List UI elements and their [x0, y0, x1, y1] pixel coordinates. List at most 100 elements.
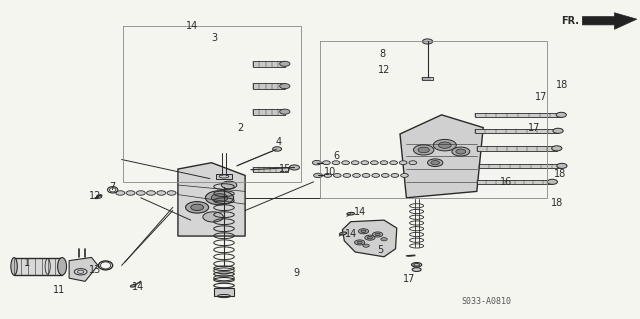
Text: 18: 18 — [554, 169, 566, 179]
Bar — [475, 113, 561, 117]
Circle shape — [211, 194, 228, 202]
Circle shape — [380, 161, 388, 165]
Circle shape — [157, 191, 166, 195]
Circle shape — [186, 202, 209, 213]
Circle shape — [221, 181, 237, 189]
Circle shape — [191, 204, 204, 211]
Circle shape — [452, 147, 470, 156]
Text: 10: 10 — [323, 167, 336, 177]
Circle shape — [280, 84, 290, 89]
Text: 15: 15 — [278, 164, 291, 174]
Polygon shape — [400, 115, 483, 198]
Circle shape — [198, 191, 207, 195]
Circle shape — [367, 236, 372, 239]
Bar — [216, 174, 232, 179]
Ellipse shape — [131, 285, 136, 287]
Circle shape — [324, 174, 332, 177]
Bar — [253, 167, 288, 172]
Circle shape — [361, 161, 369, 165]
Text: 2: 2 — [237, 122, 243, 133]
Circle shape — [314, 173, 323, 178]
Circle shape — [552, 146, 562, 151]
Text: 18: 18 — [550, 197, 563, 208]
Ellipse shape — [412, 268, 421, 271]
Ellipse shape — [412, 263, 422, 267]
Circle shape — [126, 191, 135, 195]
Polygon shape — [178, 163, 245, 236]
Bar — [422, 77, 433, 80]
Circle shape — [167, 191, 176, 195]
Text: 17: 17 — [534, 92, 547, 102]
Text: 5: 5 — [378, 245, 384, 256]
Circle shape — [553, 128, 563, 133]
Ellipse shape — [58, 258, 67, 275]
Circle shape — [280, 61, 290, 66]
Text: 9: 9 — [293, 268, 300, 278]
Circle shape — [273, 147, 282, 151]
Bar — [214, 288, 234, 296]
Circle shape — [401, 174, 408, 177]
Circle shape — [372, 232, 383, 237]
Polygon shape — [342, 220, 397, 257]
Text: 17: 17 — [528, 122, 541, 133]
Circle shape — [362, 174, 370, 177]
Circle shape — [342, 161, 349, 165]
Circle shape — [422, 39, 433, 44]
Circle shape — [323, 161, 330, 165]
Text: 14: 14 — [354, 207, 367, 217]
Text: 14: 14 — [344, 229, 357, 240]
Text: 8: 8 — [380, 49, 386, 59]
Polygon shape — [582, 13, 637, 29]
Circle shape — [381, 238, 387, 241]
Circle shape — [205, 191, 234, 205]
Text: S033-A0810: S033-A0810 — [461, 297, 511, 306]
Bar — [477, 180, 552, 184]
Text: 14: 14 — [131, 282, 144, 292]
Text: 18: 18 — [556, 79, 568, 90]
Circle shape — [381, 174, 389, 177]
Circle shape — [363, 244, 369, 247]
Circle shape — [357, 241, 362, 244]
Text: 12: 12 — [378, 65, 390, 75]
Circle shape — [136, 191, 145, 195]
Ellipse shape — [347, 212, 355, 215]
Circle shape — [116, 191, 125, 195]
Bar — [253, 83, 285, 89]
Circle shape — [343, 174, 351, 177]
Text: 13: 13 — [88, 264, 101, 275]
Circle shape — [351, 161, 359, 165]
Polygon shape — [69, 257, 98, 281]
Circle shape — [289, 165, 300, 170]
Text: 12: 12 — [88, 191, 101, 201]
Text: FR.: FR. — [561, 16, 579, 26]
Circle shape — [390, 161, 397, 165]
Text: 7: 7 — [109, 182, 115, 192]
Ellipse shape — [11, 258, 17, 275]
Bar — [475, 129, 558, 133]
Circle shape — [399, 161, 407, 165]
Text: 11: 11 — [53, 285, 66, 295]
Circle shape — [413, 145, 434, 155]
Bar — [14, 258, 62, 275]
Circle shape — [203, 212, 223, 222]
Circle shape — [547, 179, 557, 184]
Circle shape — [556, 112, 566, 117]
Circle shape — [433, 139, 456, 151]
Circle shape — [365, 235, 375, 240]
Circle shape — [312, 160, 321, 165]
Circle shape — [280, 109, 290, 114]
Text: 4: 4 — [275, 137, 282, 147]
Circle shape — [372, 174, 380, 177]
Bar — [253, 109, 285, 115]
Circle shape — [355, 240, 365, 245]
Bar — [479, 164, 562, 168]
Text: 6: 6 — [333, 151, 339, 161]
Circle shape — [177, 191, 186, 195]
Circle shape — [391, 174, 399, 177]
Text: 14: 14 — [186, 20, 198, 31]
Ellipse shape — [339, 232, 347, 235]
Circle shape — [557, 163, 567, 168]
Text: 16: 16 — [499, 177, 512, 187]
Text: 3: 3 — [211, 33, 218, 43]
Circle shape — [409, 161, 417, 165]
